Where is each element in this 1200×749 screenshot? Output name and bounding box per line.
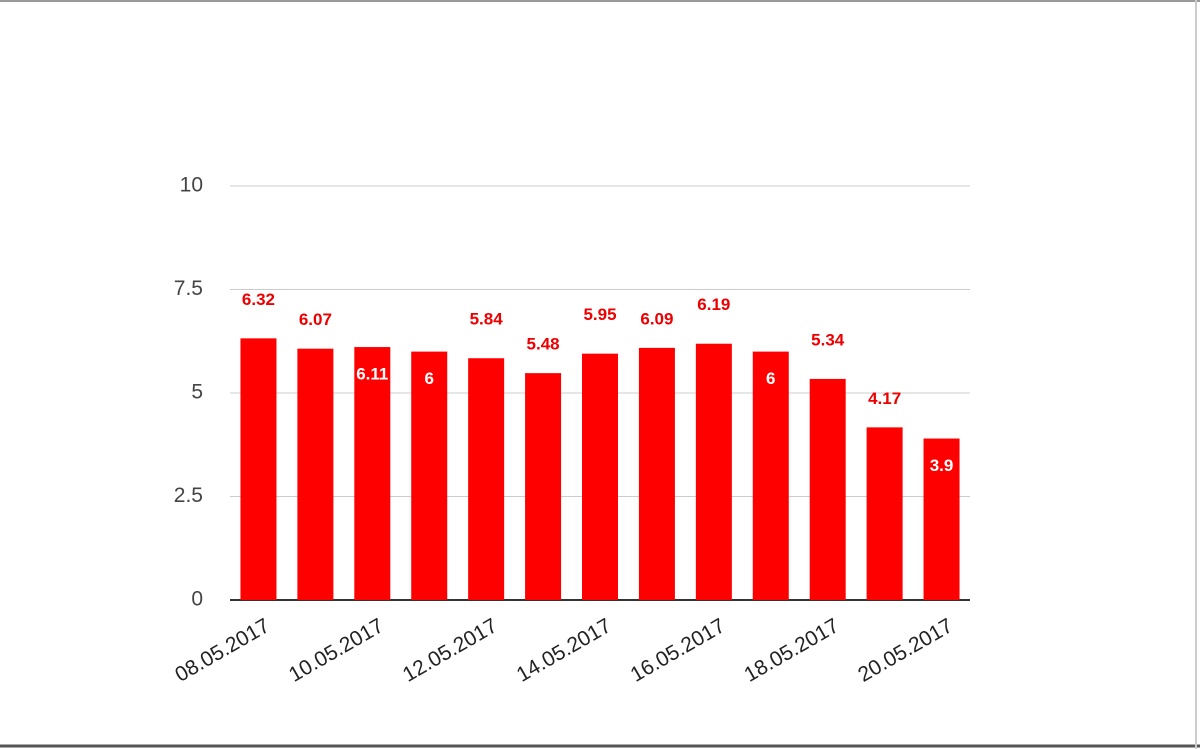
data-label: 6 <box>424 369 433 388</box>
bar <box>240 338 277 600</box>
bar <box>923 438 960 600</box>
data-label: 6 <box>766 369 775 388</box>
bar <box>525 373 562 600</box>
y-tick-label: 7.5 <box>174 277 203 300</box>
y-tick-label: 5 <box>191 381 203 404</box>
bar <box>297 348 334 600</box>
y-tick-label: 0 <box>191 588 203 611</box>
bar <box>695 343 732 600</box>
data-label: 6.11 <box>356 365 388 384</box>
data-label: 6.32 <box>242 290 275 309</box>
bar <box>809 378 846 600</box>
bar <box>411 351 448 600</box>
y-tick-label: 10 <box>180 174 203 197</box>
bar <box>468 358 505 600</box>
data-label: 6.09 <box>640 309 673 328</box>
data-label: 3.9 <box>930 456 954 475</box>
data-label: 4.17 <box>868 389 901 408</box>
bar <box>866 427 903 600</box>
bar <box>354 347 391 600</box>
data-label: 6.07 <box>299 310 332 329</box>
data-label: 5.48 <box>527 335 560 354</box>
bar <box>638 347 675 600</box>
bar <box>752 351 789 600</box>
data-label: 5.95 <box>583 305 616 324</box>
data-label: 5.34 <box>811 330 845 349</box>
y-tick-label: 2.5 <box>174 484 203 507</box>
bar <box>582 353 618 600</box>
data-label: 5.84 <box>470 310 504 329</box>
data-label: 6.19 <box>697 295 730 314</box>
